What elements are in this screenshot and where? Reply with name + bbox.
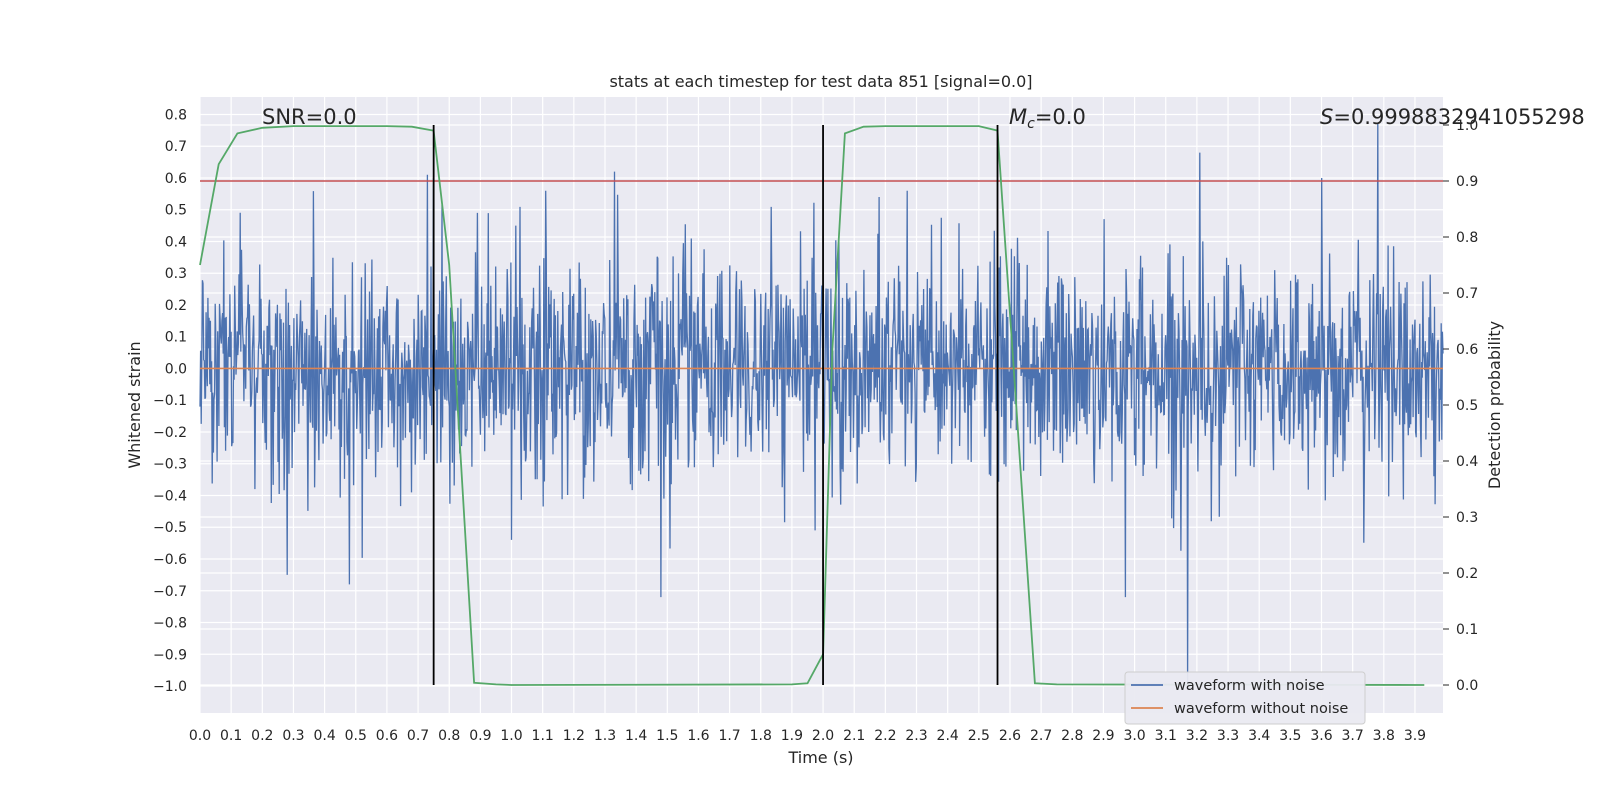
y-axis-label: Whitened strain: [125, 341, 144, 468]
legend-box: [1124, 671, 1366, 725]
x-tick-label: 3.0: [1123, 728, 1145, 744]
x-tick-label: 2.0: [812, 728, 834, 744]
y-tick-label: −1.0: [153, 679, 187, 695]
y-axis-ticks: 0.8 0.7 0.6 0.5 0.4 0.3 0.2 0.1 0.0 −0.1 −0.2 −0.3 −…: [153, 107, 187, 695]
x-tick-label: 3.5: [1279, 728, 1301, 744]
x-axis-label: Time (s): [787, 748, 853, 767]
y-tick-label: −0.1: [153, 393, 187, 409]
y-tick-label: 0.7: [165, 139, 187, 155]
y-tick-label: −0.6: [153, 552, 187, 568]
x-tick-label: 3.1: [1155, 728, 1177, 744]
x-tick-label: 3.7: [1342, 728, 1364, 744]
y2-axis-label: Detection probability: [1485, 321, 1504, 489]
mc-symbol: M: [1009, 105, 1027, 129]
x-axis-ticks: 0.0 0.1 0.2 0.3 0.4 0.5 0.6 0.7 0.8 0.9 1.0 1.1 1.2 1…: [189, 728, 1426, 744]
x-tick-label: 3.9: [1404, 728, 1426, 744]
waveform-with-noise-line: [199, 123, 1444, 683]
x-tick-label: 0.9: [469, 728, 491, 744]
y2-tick-label: 0.2: [1456, 566, 1478, 582]
mc-subscript: c: [1027, 116, 1035, 132]
x-tick-label: 2.3: [905, 728, 927, 744]
x-tick-label: 0.3: [282, 728, 304, 744]
y-tick-label: 0.3: [165, 266, 187, 282]
x-tick-label: 3.8: [1373, 728, 1395, 744]
y2-tick-label: 0.3: [1456, 510, 1478, 526]
s-symbol: S: [1320, 105, 1333, 129]
x-tick-label: 2.6: [999, 728, 1021, 744]
mc-value: =0.0: [1035, 105, 1086, 129]
x-tick-label: 2.5: [968, 728, 990, 744]
x-tick-label: 2.9: [1092, 728, 1114, 744]
chirp-mass-annotation: Mc=0.0: [1009, 105, 1086, 132]
x-tick-label: 0.6: [376, 728, 398, 744]
y-tick-label: −0.2: [153, 425, 187, 441]
y2-axis-ticks: 1.0 0.9 0.8 0.7 0.6 0.5 0.4 0.3 0.2 0.1 0.0: [1443, 118, 1478, 694]
snr-annotation: SNR=0.0: [262, 105, 357, 129]
x-tick-label: 2.1: [843, 728, 865, 744]
x-tick-label: 2.7: [1030, 728, 1052, 744]
x-tick-label: 1.5: [656, 728, 678, 744]
y-tick-label: 0.1: [165, 330, 187, 346]
y-tick-label: −0.9: [153, 647, 187, 663]
y-tick-label: 0.8: [165, 107, 187, 123]
grid-lines: [199, 97, 1443, 713]
waveform-with-noise-series: [199, 123, 1444, 683]
y2-tick-label: 0.0: [1456, 678, 1478, 694]
y-tick-label: 0.2: [165, 298, 187, 314]
y2-tick-label: 0.4: [1456, 454, 1478, 470]
y2-tick-label: 0.9: [1456, 174, 1478, 190]
x-tick-label: 3.3: [1217, 728, 1239, 744]
x-tick-label: 3.4: [1248, 728, 1270, 744]
y2-tick-label: 0.6: [1456, 342, 1478, 358]
y-tick-label: −0.8: [153, 616, 187, 632]
y-tick-label: 0.4: [165, 234, 187, 250]
x-tick-label: 2.4: [937, 728, 959, 744]
x-tick-label: 0.8: [438, 728, 460, 744]
x-tick-label: 0.5: [345, 728, 367, 744]
s-value: =0.9998832941055298: [1333, 105, 1584, 129]
x-tick-label: 3.6: [1310, 728, 1332, 744]
x-tick-label: 0.7: [407, 728, 429, 744]
x-tick-label: 0.2: [251, 728, 273, 744]
x-tick-label: 3.2: [1186, 728, 1208, 744]
x-tick-label: 2.8: [1061, 728, 1083, 744]
x-tick-label: 1.1: [532, 728, 554, 744]
overlay-lines: [199, 125, 1443, 686]
y2-tick-label: 0.8: [1456, 230, 1478, 246]
y-tick-label: 0.6: [165, 171, 187, 187]
y2-tick-label: 0.5: [1456, 398, 1478, 414]
x-tick-label: 1.3: [594, 728, 616, 744]
legend-label-noise: waveform with noise: [1174, 678, 1325, 694]
legend-label-clean: waveform without noise: [1174, 701, 1348, 717]
x-tick-label: 1.6: [687, 728, 709, 744]
y2-tick-label: 1.0: [1456, 118, 1478, 134]
x-tick-label: 0.0: [189, 728, 211, 744]
s-annotation: S=0.9998832941055298: [1320, 105, 1585, 129]
y-tick-label: −0.4: [153, 488, 187, 504]
x-tick-label: 0.4: [313, 728, 335, 744]
legend: waveform with noise waveform without noi…: [1124, 671, 1366, 725]
y-tick-label: 0.5: [165, 203, 187, 219]
x-tick-label: 1.9: [781, 728, 803, 744]
y2-tick-label: 0.1: [1456, 622, 1478, 638]
chart-title: stats at each timestep for test data 851…: [609, 72, 1032, 91]
y-tick-label: −0.7: [153, 584, 187, 600]
x-tick-label: 1.0: [500, 728, 522, 744]
y2-tick-label: 0.7: [1456, 286, 1478, 302]
x-tick-label: 1.8: [750, 728, 772, 744]
y-tick-label: −0.3: [153, 457, 187, 473]
x-tick-label: 0.1: [220, 728, 242, 744]
x-tick-label: 1.2: [563, 728, 585, 744]
x-tick-label: 2.2: [874, 728, 896, 744]
x-tick-label: 1.4: [625, 728, 647, 744]
y-tick-label: −0.5: [153, 520, 187, 536]
x-tick-label: 1.7: [718, 728, 740, 744]
y-tick-label: 0.0: [165, 361, 187, 377]
